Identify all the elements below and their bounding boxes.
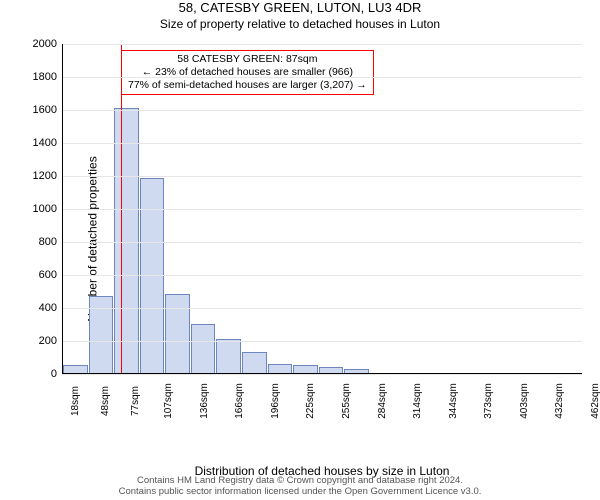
x-tick-label: 18sqm	[70, 386, 84, 416]
gridline	[63, 209, 582, 210]
gridline	[63, 77, 582, 78]
histogram-bar	[216, 339, 241, 373]
x-tick-label: 284sqm	[376, 383, 390, 419]
y-tick-label: 1600	[33, 104, 63, 116]
histogram-bar	[319, 367, 344, 373]
gridline	[63, 374, 582, 375]
annot-line1: 58 CATESBY GREEN: 87sqm	[128, 53, 367, 66]
x-ticks-group: 18sqm48sqm77sqm107sqm136sqm166sqm196sqm2…	[62, 376, 582, 390]
y-tick-label: 1400	[33, 137, 63, 149]
histogram-bar	[63, 365, 88, 373]
y-tick-label: 1800	[33, 71, 63, 83]
gridline	[63, 275, 582, 276]
chart-container: Number of detached properties 58 CATESBY…	[62, 44, 582, 434]
page-subtitle: Size of property relative to detached ho…	[0, 17, 600, 31]
gridline	[63, 308, 582, 309]
histogram-bar	[344, 369, 369, 373]
x-tick-label: 432sqm	[554, 383, 568, 419]
y-tick-label: 1200	[33, 170, 63, 182]
plot-area: 58 CATESBY GREEN: 87sqm ← 23% of detache…	[62, 44, 582, 374]
x-tick-label: 403sqm	[519, 383, 533, 419]
histogram-bar	[191, 324, 216, 373]
annot-line3: 77% of semi-detached houses are larger (…	[128, 79, 367, 92]
x-tick-label: 344sqm	[447, 383, 461, 419]
histogram-bar	[268, 364, 293, 373]
histogram-bar	[293, 365, 318, 373]
histogram-bar	[165, 294, 190, 373]
gridline	[63, 110, 582, 111]
footer-line2: Contains public sector information licen…	[0, 487, 600, 498]
annotation-box: 58 CATESBY GREEN: 87sqm ← 23% of detache…	[121, 50, 374, 95]
x-tick-label: 166sqm	[234, 383, 248, 419]
x-tick-label: 314sqm	[412, 383, 426, 419]
histogram-bar	[242, 352, 267, 373]
x-tick-label: 225sqm	[305, 383, 319, 419]
gridline	[63, 44, 582, 45]
y-tick-label: 800	[39, 236, 63, 248]
y-tick-label: 200	[39, 335, 63, 347]
x-tick-label: 373sqm	[483, 383, 497, 419]
y-tick-label: 400	[39, 302, 63, 314]
x-tick-label: 136sqm	[198, 383, 212, 419]
page-title: 58, CATESBY GREEN, LUTON, LU3 4DR	[0, 0, 600, 15]
gridline	[63, 242, 582, 243]
y-tick-label: 1000	[33, 203, 63, 215]
x-tick-label: 48sqm	[100, 386, 114, 416]
x-tick-label: 462sqm	[590, 383, 600, 419]
x-tick-label: 107sqm	[163, 383, 177, 419]
y-tick-label: 2000	[33, 38, 63, 50]
gridline	[63, 341, 582, 342]
footer: Contains HM Land Registry data © Crown c…	[0, 476, 600, 498]
x-tick-label: 196sqm	[270, 383, 284, 419]
x-tick-label: 77sqm	[130, 386, 144, 416]
histogram-bar	[114, 108, 139, 373]
gridline	[63, 143, 582, 144]
x-tick-label: 255sqm	[341, 383, 355, 419]
y-tick-label: 600	[39, 269, 63, 281]
gridline	[63, 176, 582, 177]
